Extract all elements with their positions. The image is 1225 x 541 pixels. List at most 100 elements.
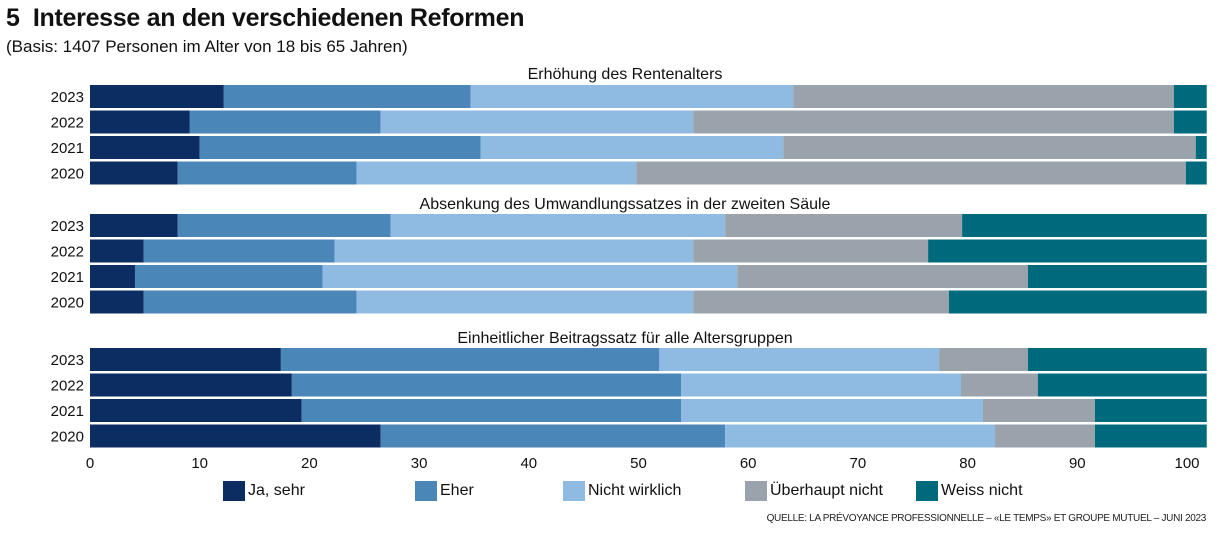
legend-swatch xyxy=(223,481,245,501)
source-note: QUELLE: LA PRÉVOYANCE PROFESSIONNELLE – … xyxy=(766,513,1207,524)
chart-subtitle: (Basis: 1407 Personen im Alter von 18 bi… xyxy=(6,37,408,56)
bar-segment xyxy=(681,399,983,422)
legend-item: Überhaupt nicht xyxy=(745,481,883,501)
bar-segment xyxy=(90,239,144,263)
x-tick-label: 20 xyxy=(301,455,318,472)
bar-segment xyxy=(90,161,178,185)
bar-segment xyxy=(90,85,224,108)
bar-segment xyxy=(737,265,1028,288)
legend-item: Ja, sehr xyxy=(223,481,305,501)
x-tick-label: 60 xyxy=(740,455,757,472)
bar-segment xyxy=(301,399,682,422)
bar-segment xyxy=(356,290,694,314)
bar-segment xyxy=(90,265,135,288)
panel-title: Absenkung des Umwandlungssatzes in der z… xyxy=(420,196,831,213)
bar-segment xyxy=(199,136,481,159)
bar-segment xyxy=(322,265,738,288)
legend-swatch xyxy=(563,481,585,501)
x-tick-label: 80 xyxy=(959,455,976,472)
bar-segment xyxy=(1094,399,1207,422)
x-tick-label: 30 xyxy=(411,455,428,472)
bar-segment xyxy=(380,424,726,448)
legend-item: Weiss nicht xyxy=(916,481,1023,501)
bar-segment xyxy=(134,265,323,288)
year-label: 2022 xyxy=(51,115,84,132)
year-label: 2020 xyxy=(51,166,84,183)
legend-item: Eher xyxy=(415,481,474,501)
legend-label: Eher xyxy=(440,482,474,499)
bar-segment xyxy=(177,161,357,185)
bar-segment xyxy=(681,373,962,397)
x-tick-label: 90 xyxy=(1069,455,1086,472)
bar-segment xyxy=(1027,265,1207,288)
bar-segment xyxy=(995,424,1095,448)
bar-segment xyxy=(280,348,660,371)
bar-segment xyxy=(177,214,391,237)
bar-segment xyxy=(928,239,1207,263)
bar-segment xyxy=(90,290,144,314)
bar-segment xyxy=(693,290,949,314)
bar-segment xyxy=(356,161,637,185)
bar-segment xyxy=(693,239,929,263)
year-label: 2021 xyxy=(51,140,84,157)
year-label: 2022 xyxy=(51,244,84,261)
bar-segment xyxy=(982,399,1095,422)
legend-label: Nicht wirklich xyxy=(588,482,682,499)
x-tick-label: 0 xyxy=(86,455,94,472)
chart-title: 5 Interesse an den verschiedenen Reforme… xyxy=(6,4,525,32)
legend-swatch xyxy=(415,481,437,501)
bar-segment xyxy=(90,214,178,237)
bar-segment xyxy=(90,373,292,397)
bar-segment xyxy=(961,373,1038,397)
bar-segment xyxy=(334,239,694,263)
legend-label: Ja, sehr xyxy=(248,482,305,499)
bar-segment xyxy=(90,136,200,159)
bar-segment xyxy=(90,348,281,371)
x-tick-label: 50 xyxy=(630,455,647,472)
bar-segment xyxy=(725,214,963,237)
bar-segment xyxy=(143,239,335,263)
year-label: 2020 xyxy=(51,429,84,446)
legend-item: Nicht wirklich xyxy=(563,481,681,501)
bar-segment xyxy=(693,110,1174,134)
bar-segment xyxy=(189,110,381,134)
bar-segment xyxy=(793,85,1174,108)
panel-title: Erhöhung des Rentenalters xyxy=(528,66,723,83)
bar-segment xyxy=(90,110,190,134)
bar-segment xyxy=(725,424,996,448)
x-tick-label: 100 xyxy=(1174,455,1199,472)
bar-segment xyxy=(636,161,1186,185)
bar-segment xyxy=(390,214,726,237)
year-label: 2023 xyxy=(51,352,84,369)
bar-segment xyxy=(1185,161,1207,185)
legend: Ja, sehr Eher Nicht wirklich Überhaupt nich… xyxy=(0,481,1225,505)
bar-segment xyxy=(90,399,302,422)
bar-segment xyxy=(223,85,471,108)
year-label: 2020 xyxy=(51,295,84,312)
x-tick-label: 10 xyxy=(191,455,208,472)
year-label: 2023 xyxy=(51,218,84,235)
bar-segment xyxy=(783,136,1196,159)
bar-segment xyxy=(939,348,1028,371)
bar-segment xyxy=(962,214,1207,237)
bar-segment xyxy=(470,85,794,108)
year-label: 2021 xyxy=(51,403,84,420)
bar-segment xyxy=(1195,136,1207,159)
year-label: 2021 xyxy=(51,269,84,286)
x-tick-label: 70 xyxy=(850,455,867,472)
year-label: 2022 xyxy=(51,378,84,395)
bar-segment xyxy=(1173,85,1207,108)
bar-segment xyxy=(380,110,694,134)
bar-segment xyxy=(143,290,357,314)
bar-segment xyxy=(1173,110,1207,134)
legend-swatch xyxy=(916,481,938,501)
bar-segment xyxy=(1027,348,1207,371)
year-label: 2023 xyxy=(51,89,84,106)
legend-label: Überhaupt nicht xyxy=(770,482,883,499)
legend-swatch xyxy=(745,481,767,501)
panel-title: Einheitlicher Beitragssatz für alle Alte… xyxy=(457,330,792,347)
bar-segment xyxy=(90,424,381,448)
bar-segment xyxy=(659,348,940,371)
x-tick-label: 40 xyxy=(520,455,537,472)
